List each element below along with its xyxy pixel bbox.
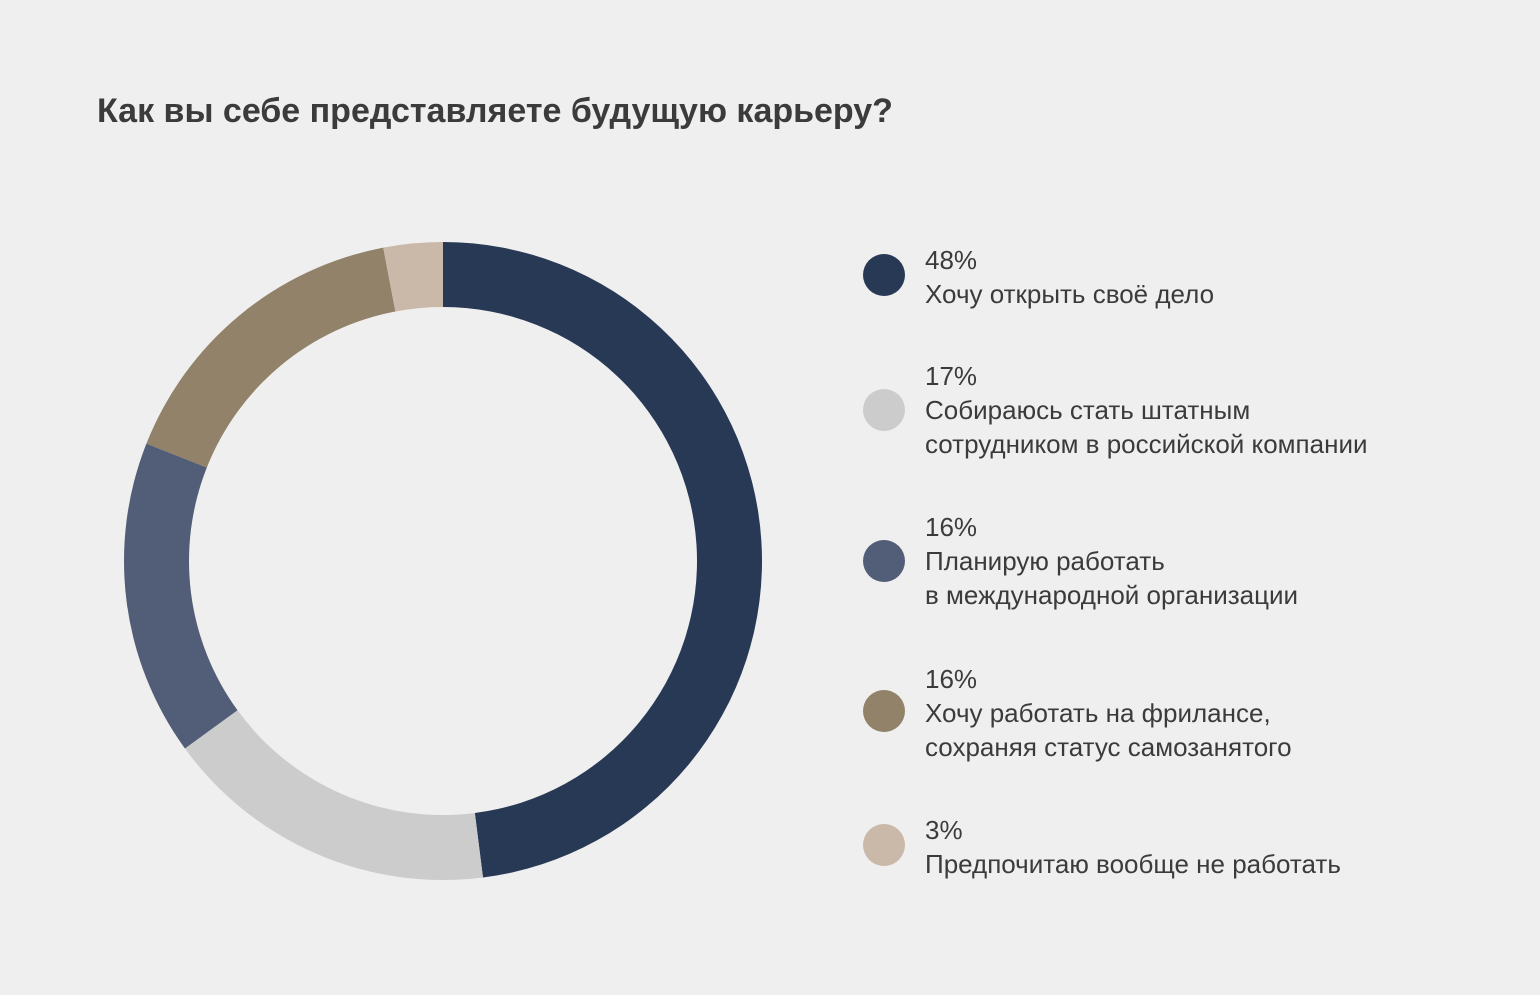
legend-percent-1: 17% [925,361,978,391]
legend-swatch-1 [863,389,905,431]
chart-title: Как вы себе представляете будущую карьер… [97,92,893,130]
legend-swatch-3 [863,690,905,732]
legend-label-3-line-0: Хочу работать на фрилансе, [925,698,1271,728]
donut-slice-0 [443,242,763,878]
donut-slice-4 [383,242,443,312]
donut-slice-2 [124,443,238,749]
legend-label-1-line-1: сотрудником в российской компании [925,429,1368,459]
legend-label-3-line-1: сохраняя статус самозанятого [925,732,1292,762]
legend-label-0-line-0: Хочу открыть своё дело [925,279,1215,309]
legend-label-2-line-1: в международной организации [925,580,1299,610]
legend-percent-3: 16% [925,664,978,694]
donut-slice-1 [184,710,483,880]
legend-swatch-0 [863,254,905,296]
legend-label-2-line-0: Планирую работать [925,546,1165,576]
legend-label-4-line-0: Предпочитаю вообще не работать [925,849,1341,879]
legend-label-1-line-0: Собираюсь стать штатным [925,395,1251,425]
donut-chart [124,242,763,880]
legend-swatch-2 [863,540,905,582]
legend-percent-0: 48% [925,245,978,275]
legend-percent-4: 3% [925,815,963,845]
donut-slice-3 [146,247,396,468]
legend-percent-2: 16% [925,512,978,542]
legend-swatch-4 [863,824,905,866]
